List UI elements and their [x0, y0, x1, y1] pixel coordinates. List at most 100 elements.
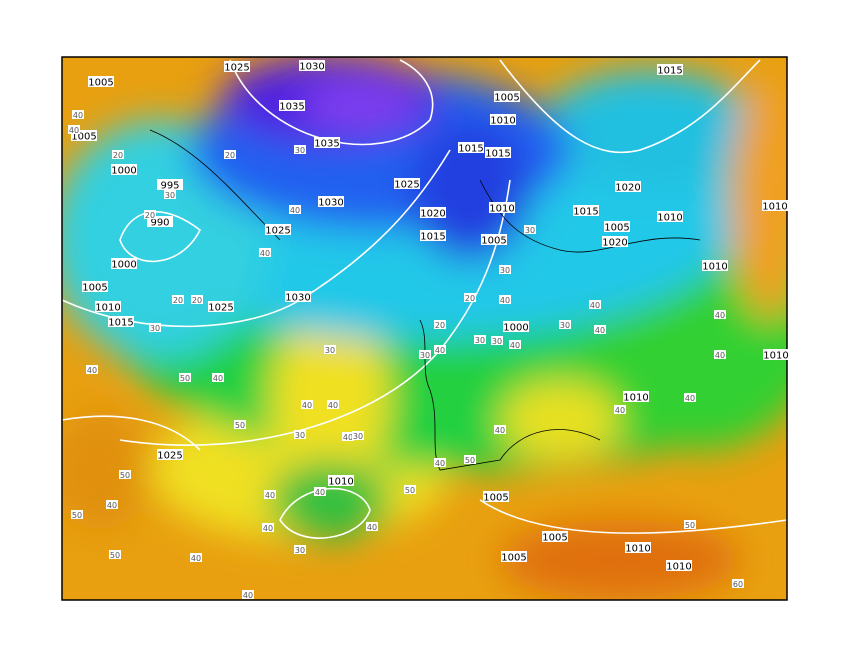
- thickness-label: 50: [685, 521, 695, 530]
- thickness-label: 40: [73, 111, 83, 120]
- isobar-label: 1005: [82, 283, 107, 294]
- thickness-label: 40: [107, 501, 117, 510]
- isobar-label-box: [763, 349, 789, 360]
- thickness-label-box: [72, 110, 84, 119]
- thickness-label: 50: [72, 511, 82, 520]
- isobar-label-box: [615, 181, 641, 192]
- thickness-label: 40: [435, 459, 445, 468]
- thickness-label-box: [109, 550, 121, 559]
- thickness-label-box: [524, 225, 536, 234]
- isobar-label-box: [299, 60, 325, 71]
- thickness-label: 60: [733, 580, 743, 589]
- thickness-label: 50: [405, 486, 415, 495]
- isobar-label: 1000: [111, 260, 136, 271]
- thickness-label-box: [242, 590, 254, 599]
- isobar-label: 1025: [208, 303, 233, 314]
- thickness-label: 40: [263, 524, 273, 533]
- thickness-label: 20: [225, 151, 235, 160]
- thickness-label-box: [494, 425, 506, 434]
- thickness-label-box: [352, 431, 364, 440]
- isobar-label: 1015: [657, 66, 682, 77]
- thickness-label-box: [434, 320, 446, 329]
- thickness-label-box: [179, 373, 191, 382]
- isobar-label: 1005: [501, 553, 526, 564]
- isobar-label-box: [481, 234, 507, 245]
- isobar-label: 1005: [71, 132, 96, 143]
- labels: 1025 1030 1005 1005 1035 1035 1000 995 990 1025 10…: [68, 60, 789, 600]
- isobar-label: 1010: [623, 393, 648, 404]
- thickness-label-box: [314, 487, 326, 496]
- isobar-label-box: [666, 560, 692, 571]
- thickness-label: 50: [120, 471, 130, 480]
- thickness-label-box: [589, 300, 601, 309]
- thickness-label: 40: [302, 401, 312, 410]
- isobar-label: 1030: [285, 293, 310, 304]
- thickness-label: 40: [435, 346, 445, 355]
- isobar-label-box: [394, 178, 420, 189]
- isobar-label-box: [147, 216, 173, 227]
- isobar-label: 1010: [762, 202, 787, 213]
- isobar-label-box: [485, 147, 511, 158]
- isobar-label: 1010: [666, 562, 691, 573]
- isobar-label-box: [157, 179, 183, 190]
- thickness-label: 40: [87, 366, 97, 375]
- isobar-label: 1015: [485, 149, 510, 160]
- isobar-label: 1015: [573, 207, 598, 218]
- thickness-label-box: [262, 523, 274, 532]
- thickness-label: 40: [510, 341, 520, 350]
- thickness-label: 20: [435, 321, 445, 330]
- thickness-label: 40: [590, 301, 600, 310]
- isobar-label-box: [483, 491, 509, 502]
- thickness-label-box: [714, 350, 726, 359]
- isobar-label-box: [208, 301, 234, 312]
- isobar-label-box: [494, 91, 520, 102]
- thickness-label-box: [294, 545, 306, 554]
- thickness-label-box: [191, 295, 203, 304]
- thickness-label: 40: [260, 249, 270, 258]
- isobar-label: 1025: [265, 226, 290, 237]
- thickness-label-box: [499, 295, 511, 304]
- thickness-label-box: [224, 150, 236, 159]
- thickness-label-box: [614, 405, 626, 414]
- isobar-label: 1025: [394, 180, 419, 191]
- thickness-label: 40: [191, 554, 201, 563]
- isobar-label: 1010: [95, 303, 120, 314]
- isobar-label-box: [604, 221, 630, 232]
- isobar-label-box: [285, 291, 311, 302]
- thickness-label: 30: [150, 324, 160, 333]
- isobar-label-box: [318, 196, 344, 207]
- thickness-label: 30: [165, 191, 175, 200]
- thickness-label-box: [149, 323, 161, 332]
- thickness-label: 20: [145, 211, 155, 220]
- isobar-label-box: [657, 64, 683, 75]
- thickness-label-box: [190, 553, 202, 562]
- isobar-label: 1030: [299, 62, 324, 73]
- thickness-label: 40: [500, 296, 510, 305]
- thickness-label: 40: [715, 311, 725, 320]
- isobar-label: 1010: [657, 213, 682, 224]
- isobar-label-box: [420, 207, 446, 218]
- isobar-label: 1010: [490, 116, 515, 127]
- isobar-label: 990: [150, 218, 169, 229]
- thickness-label-box: [294, 430, 306, 439]
- thickness-label-box: [259, 248, 271, 257]
- isobar-label-box: [702, 260, 728, 271]
- thickness-label: 40: [69, 126, 79, 135]
- thickness-label: 20: [113, 151, 123, 160]
- isobar-label: 1010: [702, 262, 727, 273]
- thickness-label-box: [464, 455, 476, 464]
- thickness-label-box: [294, 145, 306, 154]
- thickness-label-box: [86, 365, 98, 374]
- isobar-label: 1020: [615, 183, 640, 194]
- isobar-label: 1010: [625, 544, 650, 555]
- thickness-label-box: [71, 510, 83, 519]
- thickness-label-box: [404, 485, 416, 494]
- thickness-label: 40: [595, 326, 605, 335]
- isobar-label: 1005: [88, 78, 113, 89]
- thickness-label-box: [434, 345, 446, 354]
- field: [62, 57, 787, 600]
- thickness-label: 30: [295, 431, 305, 440]
- thickness-label-box: [684, 520, 696, 529]
- isobar-label-box: [458, 142, 484, 153]
- isobar-label-box: [625, 542, 651, 553]
